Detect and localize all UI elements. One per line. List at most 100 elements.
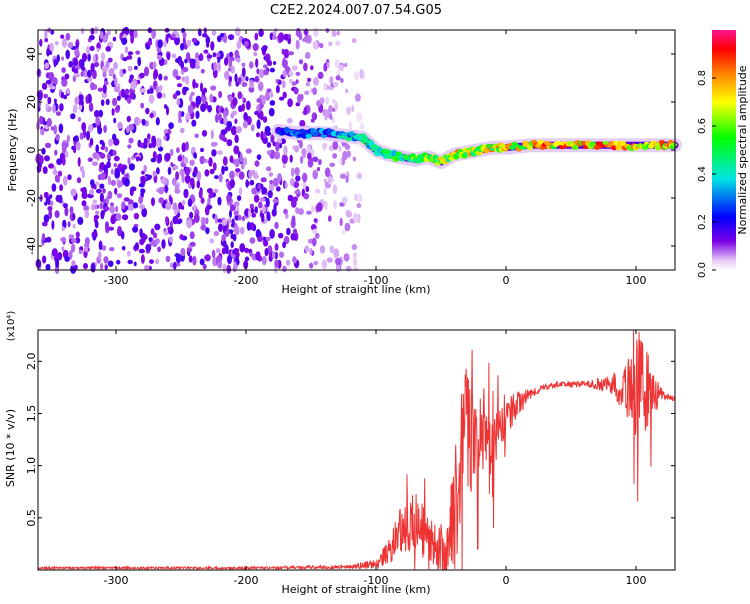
spectrogram-noise-cell bbox=[46, 117, 52, 127]
spectrogram-noise-cell bbox=[44, 38, 49, 43]
spectrogram-noise-cell bbox=[273, 61, 277, 65]
spectrogram-noise-cell bbox=[155, 137, 162, 148]
spectrogram-noise-cell bbox=[202, 87, 208, 94]
spectrogram-noise-cell bbox=[172, 215, 179, 225]
spectrogram-noise-cell bbox=[98, 251, 102, 261]
spectrogram-ridge-cell bbox=[544, 140, 551, 146]
spectrogram-noise-cell bbox=[341, 229, 346, 235]
spectrogram-noise-cell bbox=[114, 76, 118, 87]
spectrogram-noise-cell bbox=[186, 39, 192, 47]
spectrogram-noise-cell bbox=[213, 188, 219, 194]
spectrogram-noise-cell bbox=[96, 42, 101, 51]
spectrogram-noise-cell bbox=[180, 247, 186, 257]
spectrogram-noise-cell bbox=[81, 169, 85, 179]
spectrogram-noise-cell bbox=[268, 172, 274, 177]
spectrogram-noise-cell bbox=[152, 170, 157, 177]
spectrogram-noise-cell bbox=[84, 246, 89, 252]
spectrogram-noise-cell bbox=[205, 36, 211, 45]
spectrogram-noise-cell bbox=[234, 73, 238, 83]
spectrogram-noise-cell bbox=[289, 154, 293, 163]
spectrogram-noise-cell bbox=[111, 108, 115, 116]
spectrogram-noise-cell bbox=[256, 132, 260, 138]
spectrogram-noise-cell bbox=[335, 75, 341, 81]
x-tick-label: -300 bbox=[104, 574, 129, 587]
spectrogram-noise-cell bbox=[74, 264, 78, 270]
spectrogram-noise-cell bbox=[290, 178, 295, 187]
spectrogram-noise-cell bbox=[150, 228, 155, 235]
spectrogram-noise-cell bbox=[312, 40, 319, 50]
spectrogram-noise-cell bbox=[108, 226, 115, 231]
spectrogram-noise-cell bbox=[121, 167, 125, 175]
spectrogram-noise-cell bbox=[147, 40, 153, 46]
snr-plot-area bbox=[38, 330, 675, 570]
spectrogram-noise-cell bbox=[184, 166, 191, 176]
spectrogram-noise-cell bbox=[248, 169, 253, 179]
spectrogram-noise-cell bbox=[192, 78, 196, 89]
x-tick-label: -200 bbox=[234, 574, 259, 587]
spectrogram-noise-cell bbox=[282, 91, 287, 99]
spectrogram-noise-cell bbox=[41, 82, 48, 90]
spectrogram-noise-cell bbox=[283, 145, 288, 156]
spectrogram-noise-cell bbox=[47, 96, 52, 105]
spectrogram-noise-cell bbox=[55, 194, 62, 203]
x-tick-label: 0 bbox=[503, 274, 510, 287]
spectrogram-noise-cell bbox=[328, 41, 333, 47]
spectrogram-noise-cell bbox=[266, 211, 271, 221]
spectrogram-noise-cell bbox=[93, 204, 98, 210]
spectrogram-noise-cell bbox=[228, 75, 232, 83]
spectrogram-noise-cell bbox=[232, 249, 236, 255]
spectrogram-noise-cell bbox=[79, 132, 84, 140]
spectrogram-noise-cell bbox=[282, 265, 287, 273]
spectrogram-noise-cell bbox=[226, 120, 233, 129]
spectrogram-noise-cell bbox=[329, 162, 336, 167]
spectrogram-noise-cell bbox=[54, 149, 58, 156]
spectrogram-noise-cell bbox=[107, 57, 113, 63]
spectrogram-noise-cell bbox=[122, 214, 129, 221]
spectrogram-noise-cell bbox=[254, 32, 259, 41]
spectrogram-noise-cell bbox=[114, 86, 120, 93]
spectrogram-noise-cell bbox=[72, 136, 79, 143]
spectrogram-noise-cell bbox=[234, 118, 238, 124]
spectrogram-noise-cell bbox=[133, 30, 138, 39]
spectrogram-noise-cell bbox=[67, 174, 72, 181]
spectrogram-noise-cell bbox=[59, 103, 64, 112]
spectrogram-noise-cell bbox=[140, 188, 146, 194]
spectrogram-noise-cell bbox=[47, 206, 53, 211]
spectrogram-ridge bbox=[271, 123, 682, 169]
spectrogram-noise-cell bbox=[261, 46, 268, 52]
spectrogram-noise-cell bbox=[249, 81, 254, 89]
spectrogram-noise-cell bbox=[282, 163, 286, 169]
spectrogram-noise-cell bbox=[266, 142, 272, 148]
spectrogram-noise-cell bbox=[359, 68, 364, 79]
x-tick-label: 100 bbox=[626, 274, 647, 287]
spectrogram-noise-cell bbox=[356, 203, 362, 209]
spectrogram-noise-cell bbox=[332, 140, 339, 150]
spectrogram-noise-cell bbox=[149, 259, 154, 264]
spectrogram-noise-cell bbox=[319, 245, 326, 254]
spectrogram-noise-cell bbox=[338, 145, 342, 152]
spectrogram-noise-cell bbox=[95, 116, 101, 126]
spectrogram-noise-cell bbox=[352, 212, 359, 223]
spectrogram-noise-cell bbox=[96, 153, 100, 161]
spectrogram-noise-cell bbox=[172, 165, 179, 170]
spectrogram-noise-cell bbox=[128, 123, 135, 131]
x-tick-label: -300 bbox=[104, 274, 129, 287]
snr-y-label: SNR (10 * v/v) bbox=[4, 409, 17, 487]
spectrogram-noise-cell bbox=[220, 129, 227, 135]
spectrogram-noise-cell bbox=[256, 98, 262, 103]
spectrogram-noise-cell bbox=[312, 156, 319, 163]
spectrogram-noise-cell bbox=[200, 82, 203, 92]
spectrogram-noise-cell bbox=[334, 101, 338, 111]
spectrogram-noise-cell bbox=[70, 188, 77, 197]
spectrogram-noise-cell bbox=[212, 52, 217, 58]
spectrogram-noise-cell bbox=[181, 76, 186, 82]
spectrogram-noise-cell bbox=[345, 175, 349, 184]
spectrogram-noise-cell bbox=[128, 163, 135, 171]
spectrogram-noise-cell bbox=[335, 258, 342, 266]
spectrogram-noise-cell bbox=[218, 91, 223, 99]
spectrogram-noise-cell bbox=[237, 77, 242, 85]
spectrogram-noise-cell bbox=[44, 29, 48, 39]
spectrogram-noise-cell bbox=[110, 168, 114, 175]
spectrogram-noise-cell bbox=[274, 221, 279, 230]
spectrogram-noise-cell bbox=[207, 104, 213, 113]
